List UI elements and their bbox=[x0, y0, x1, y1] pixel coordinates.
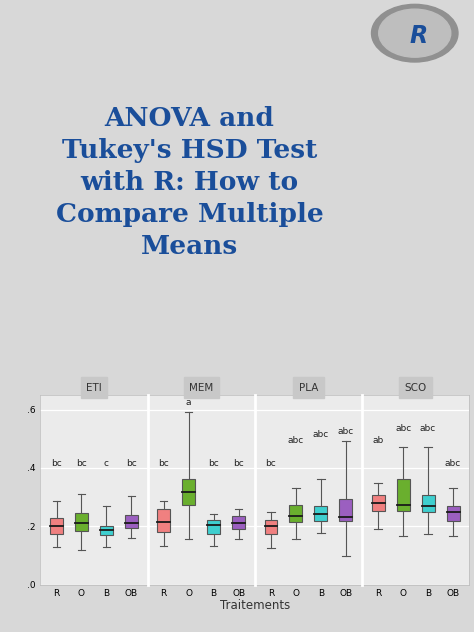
Circle shape bbox=[372, 4, 458, 62]
Bar bbox=[75, 513, 88, 531]
Text: c: c bbox=[104, 459, 109, 468]
Title: PLA: PLA bbox=[299, 383, 318, 393]
Text: bc: bc bbox=[51, 459, 62, 468]
Bar bbox=[50, 518, 63, 533]
Bar bbox=[264, 520, 277, 533]
Bar bbox=[232, 516, 245, 529]
Text: abc: abc bbox=[337, 427, 354, 436]
Bar bbox=[447, 506, 459, 521]
Bar bbox=[314, 506, 328, 521]
Text: bc: bc bbox=[126, 459, 137, 468]
Text: bc: bc bbox=[76, 459, 87, 468]
Text: bc: bc bbox=[265, 459, 276, 468]
Text: bc: bc bbox=[158, 459, 169, 468]
Bar bbox=[422, 495, 435, 513]
Bar bbox=[372, 495, 385, 511]
Text: bc: bc bbox=[208, 459, 219, 468]
Bar bbox=[157, 509, 170, 532]
Circle shape bbox=[379, 9, 451, 57]
Bar bbox=[100, 526, 113, 535]
Title: MEM: MEM bbox=[189, 383, 213, 393]
Text: abc: abc bbox=[313, 430, 329, 439]
Bar bbox=[290, 505, 302, 522]
Text: bc: bc bbox=[233, 459, 244, 468]
Text: Traitements: Traitements bbox=[219, 599, 290, 612]
Text: abc: abc bbox=[420, 424, 436, 433]
Bar bbox=[397, 479, 410, 511]
Bar bbox=[182, 479, 195, 505]
Title: ETI: ETI bbox=[86, 383, 102, 393]
Text: abc: abc bbox=[445, 459, 461, 468]
Bar bbox=[339, 499, 352, 521]
Title: SCO: SCO bbox=[404, 383, 427, 393]
Text: abc: abc bbox=[395, 424, 411, 433]
Bar bbox=[125, 515, 138, 528]
Text: ANOVA and
Tukey's HSD Test
with R: How to
Compare Multiple
Means: ANOVA and Tukey's HSD Test with R: How t… bbox=[56, 106, 323, 258]
Text: ab: ab bbox=[373, 435, 384, 444]
Text: abc: abc bbox=[288, 435, 304, 444]
Bar bbox=[207, 520, 220, 533]
Text: R: R bbox=[409, 23, 428, 47]
Text: a: a bbox=[186, 398, 191, 406]
